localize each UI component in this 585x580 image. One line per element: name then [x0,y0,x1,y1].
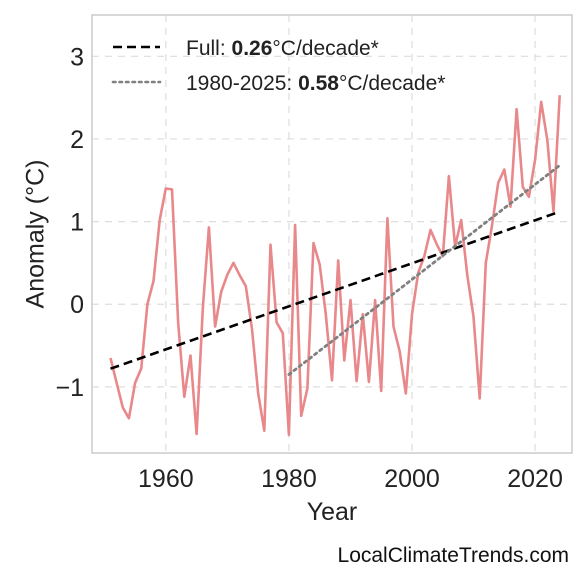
legend-prefix-full: Full: [186,37,232,60]
legend-label-recent: 1980-2025: 0.58°C/decade* [186,72,445,95]
legend-suffix-recent: °C/decade* [339,72,445,95]
legend: Full: 0.26°C/decade* 1980-2025: 0.58°C/d… [111,37,445,95]
y-tick-label: 0 [70,291,84,319]
y-tick-label: 3 [70,43,84,71]
legend-value-full: 0.26 [232,37,273,60]
tick-labels: 1960 1980 2000 2020 −1 0 1 2 3 [55,43,562,493]
grid [92,15,572,453]
x-tick-label: 2020 [507,465,563,493]
source-credit: LocalClimateTrends.com [337,544,569,567]
x-axis-title: Year [307,498,358,526]
plot-frame [91,14,573,454]
trend-line-full [110,210,561,370]
legend-suffix-full: °C/decade* [272,37,378,60]
x-tick-label: 2000 [384,465,440,493]
trend-line-recent [287,163,562,376]
y-tick-label: −1 [55,374,84,402]
legend-value-recent: 0.58 [298,72,339,95]
anomaly-series-line [109,95,561,437]
y-tick-label: 2 [70,126,84,154]
x-tick-label: 1980 [261,465,317,493]
legend-prefix-recent: 1980-2025: [186,72,298,95]
legend-label-full: Full: 0.26°C/decade* [186,37,379,60]
y-axis-title: Anomaly (°C) [22,160,50,309]
series-layer [109,95,562,437]
x-tick-label: 1960 [138,465,194,493]
y-tick-label: 1 [70,209,84,237]
